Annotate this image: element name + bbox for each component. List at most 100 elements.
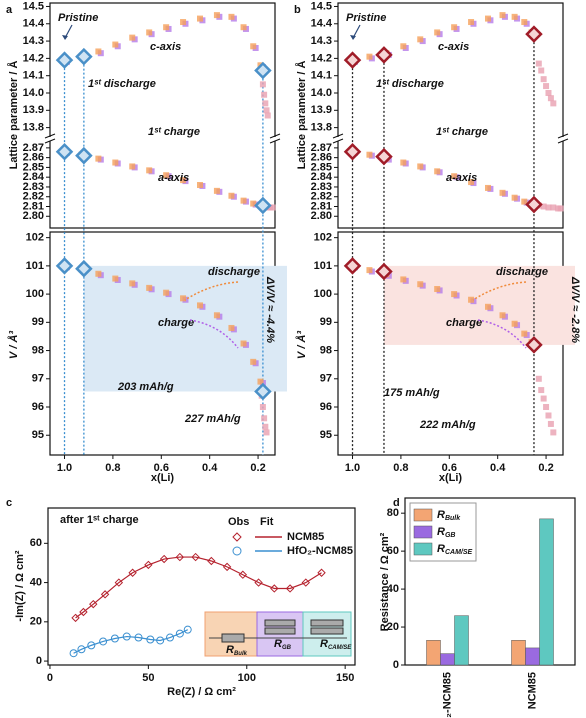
bar [525,647,540,666]
data-point [75,146,93,165]
y-tick-label: 2.83 [311,181,332,193]
data-point [75,259,93,278]
data-point [499,12,506,19]
y-tick-label: 2.85 [23,161,44,173]
data-point [254,196,272,215]
data-point [112,159,119,166]
y-tick-label: 14.2 [23,52,44,64]
data-point [301,578,311,587]
y-tick-label: 102 [314,232,332,244]
data-point [222,562,232,572]
data-point [95,270,102,277]
data-point [451,173,458,180]
y-tick-label: 100 [26,288,44,300]
x-tick-label: 0.2 [250,462,265,474]
data-point [499,312,506,319]
data-point [550,100,557,107]
plot-frame [49,2,276,229]
discharge-arrow [184,281,239,301]
data-point [95,155,102,162]
y-tick-label: 40 [30,576,42,588]
y-tick-label: 2.80 [23,210,44,222]
annotation: Pristine [58,12,98,24]
annotation: charge [446,317,482,329]
axis-break [332,133,344,139]
data-point [263,429,270,436]
data-point [163,172,170,179]
data-point [540,76,547,83]
legend-header: Obs [228,516,249,528]
annotation: ΔV/V ≈ -2.8% [569,276,581,343]
data-point [254,578,263,587]
data-point [55,51,74,69]
data-point [511,13,518,20]
y-tick-label: 97 [320,373,332,385]
bar [454,615,469,666]
data-point [550,204,557,211]
y-axis-label: Lattice parameter / Å [295,61,308,170]
data-point [557,205,564,212]
y-tick-label: 95 [32,429,44,441]
y-tick-label: 60 [387,545,399,557]
data-point [213,312,220,319]
x-tick-label: 150 [336,672,354,684]
y-tick-label: 14.5 [23,0,44,12]
data-point [545,90,552,96]
data-point [417,36,424,43]
y-tick-label: 100 [314,288,332,300]
data-point [240,24,247,31]
data-point [400,276,407,283]
data-point [259,404,266,411]
charge-arrow [189,319,239,349]
x-tick-label: HfO₂-NCM85 [441,672,453,718]
annotation: a-axis [158,172,189,184]
y-tick-label: 98 [32,344,44,356]
data-point [75,47,93,66]
data-point [129,280,136,287]
data-point [525,195,543,214]
x-axis-label: Re(Z) / Ω cm² [167,686,236,698]
legend-label-main: R [437,526,445,538]
resistor [221,633,245,643]
data-point [261,415,268,422]
y-tick-label: 14.1 [23,70,44,82]
data-point [254,382,272,401]
annotation: charge [158,317,194,329]
annotation: discharge [496,266,548,278]
data-point [110,634,119,643]
resistor [264,627,296,635]
capacitor-plate [264,619,296,627]
data-point [175,629,184,638]
data-point [159,554,169,564]
x-tick-label: 0.6 [442,462,457,474]
axis-break [557,133,569,139]
data-point [543,404,550,411]
axis-break [557,138,569,144]
circuit-label: RCAM/SE [320,638,352,651]
data-point [55,257,74,275]
data-point [468,179,475,186]
data-point [375,147,393,166]
data-point [538,67,545,74]
y-axis-label: V / Å³ [295,331,308,359]
resistor [310,627,344,635]
data-point [343,143,362,161]
data-point [77,645,86,654]
bar [511,640,526,666]
data-point [485,184,491,191]
bar [440,653,455,666]
data-point [146,29,153,36]
data-point [400,43,407,50]
data-point [197,302,203,309]
circuit-label-main: R [320,638,328,650]
data-point [87,641,96,650]
annotation: discharge [208,266,260,278]
axis-break-gap [45,137,55,141]
y-tick-label: 2.82 [311,191,332,203]
y-tick-label: 2.83 [23,181,44,193]
circuit-label-sub: GB [282,645,292,651]
data-point [366,53,373,60]
y-tick-label: 2.84 [23,171,45,183]
panel-label: d [393,497,400,509]
axis-break [269,133,281,139]
